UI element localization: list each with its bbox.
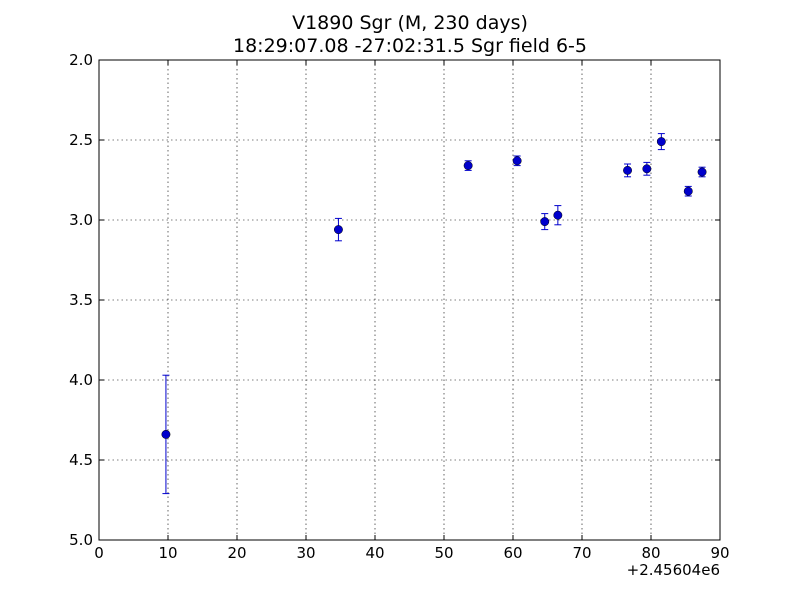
- data-point: [333, 217, 343, 242]
- data-marker: [553, 210, 563, 220]
- x-tick-label: 0: [94, 544, 104, 562]
- x-tick-label: 20: [227, 544, 246, 562]
- data-point: [642, 161, 652, 176]
- chart-title: V1890 Sgr (M, 230 days): [292, 12, 528, 34]
- data-point: [540, 213, 550, 231]
- data-point: [463, 160, 473, 171]
- data-marker: [623, 165, 632, 175]
- data-point: [623, 163, 632, 178]
- data-point: [553, 205, 563, 226]
- data-marker: [697, 167, 707, 177]
- data-marker: [512, 156, 522, 166]
- plot-frame: [98, 59, 721, 541]
- ticks-layer: 0 10 20 30 40 50 60 70 80 90 2.0 2.5 3.0 3.5 4.0 4.5 5.0: [69, 51, 729, 562]
- y-tick-label: 5.0: [69, 531, 93, 549]
- data-marker: [656, 137, 666, 147]
- y-tick-label: 3.0: [69, 211, 93, 229]
- data-marker: [161, 429, 171, 439]
- x-tick-label: 70: [572, 544, 591, 562]
- y-tick-label: 2.0: [69, 51, 93, 69]
- x-tick-label: 90: [710, 544, 729, 562]
- data-marker: [642, 164, 652, 174]
- x-tick-label: 10: [158, 544, 177, 562]
- y-tick-label: 4.0: [69, 371, 93, 389]
- y-tick-label: 3.5: [69, 291, 93, 309]
- x-tick-label: 60: [503, 544, 522, 562]
- x-tick-label: 40: [365, 544, 384, 562]
- x-tick-label: 30: [296, 544, 315, 562]
- data-marker: [333, 225, 343, 235]
- x-offset-label: +2.45604e6: [627, 561, 720, 579]
- x-tick-label: 50: [434, 544, 453, 562]
- y-tick-label: 2.5: [69, 131, 93, 149]
- points-layer: [161, 133, 707, 495]
- data-marker: [463, 161, 473, 171]
- data-point: [512, 155, 522, 167]
- data-marker: [540, 217, 550, 227]
- data-point: [161, 374, 171, 495]
- chart-subtitle: 18:29:07.08 -27:02:31.5 Sgr field 6-5: [233, 35, 587, 57]
- x-tick-label: 80: [641, 544, 660, 562]
- data-point: [656, 133, 666, 151]
- grid-layer: [98, 59, 721, 541]
- y-tick-label: 4.5: [69, 451, 93, 469]
- data-marker: [683, 186, 693, 196]
- data-point: [683, 185, 693, 197]
- data-point: [697, 166, 707, 178]
